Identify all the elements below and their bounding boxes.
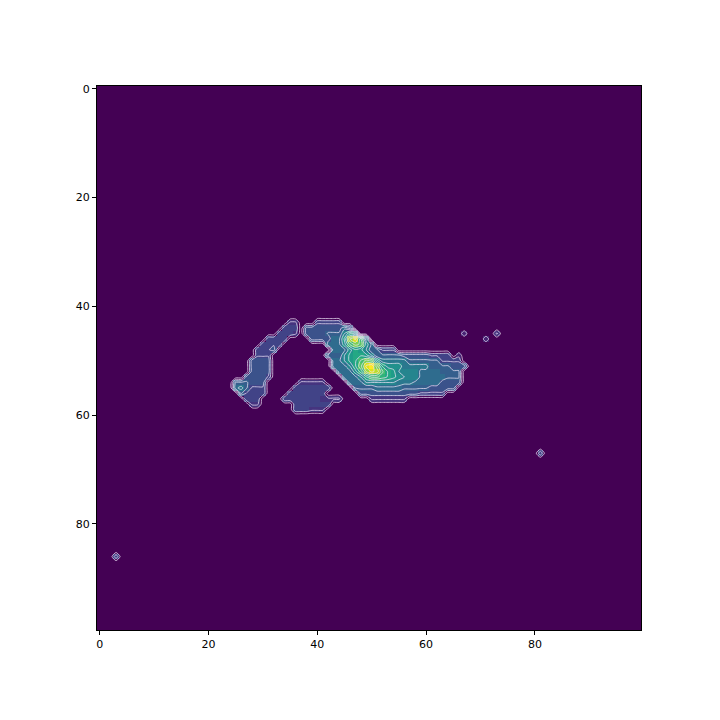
- svg-text:40: 40: [76, 300, 90, 313]
- svg-text:60: 60: [76, 409, 90, 422]
- svg-text:20: 20: [202, 638, 216, 651]
- svg-text:20: 20: [76, 191, 90, 204]
- svg-text:60: 60: [419, 638, 433, 651]
- svg-text:0: 0: [96, 638, 103, 651]
- svg-text:40: 40: [310, 638, 324, 651]
- svg-text:0: 0: [83, 83, 90, 96]
- svg-text:80: 80: [528, 638, 542, 651]
- svg-text:80: 80: [76, 518, 90, 531]
